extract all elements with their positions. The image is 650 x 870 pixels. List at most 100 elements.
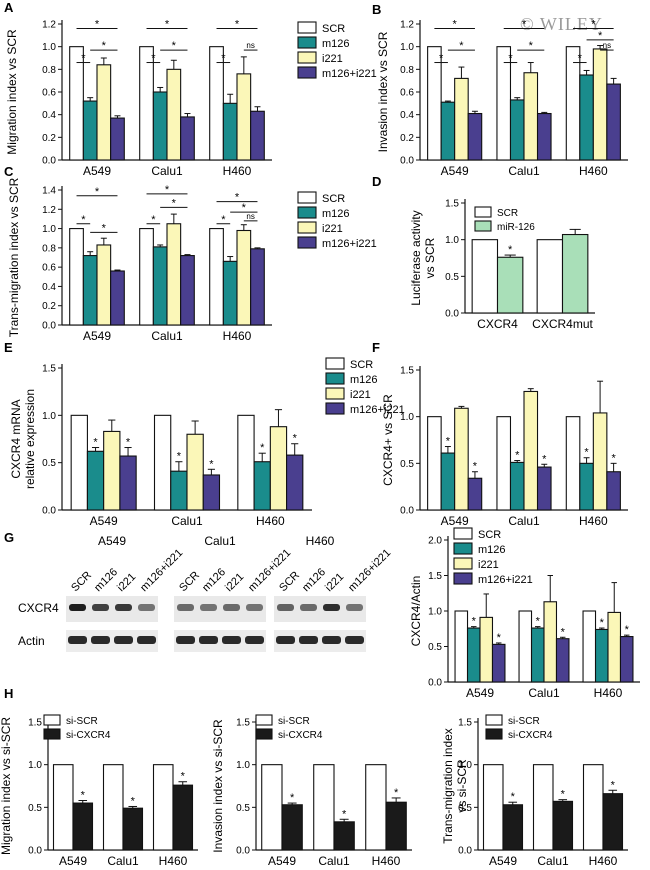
bar-m126-i221-calu1	[180, 116, 195, 161]
cxcr4-band	[300, 604, 317, 611]
bar-m126-a549	[86, 450, 105, 511]
y-tick-label: 0.8	[42, 65, 56, 76]
blot-lane-label: SCR	[177, 569, 202, 594]
y-tick-label: 1.0	[400, 42, 414, 53]
bar-scr-a549	[427, 416, 442, 511]
legend-label-mir-126: miR-126	[497, 222, 535, 233]
category-label-calu1: Calu1	[151, 329, 183, 343]
bar-i221-h460	[236, 73, 252, 161]
actin-membrane	[66, 630, 158, 652]
category-label-h460: H460	[372, 854, 401, 868]
bar-i221-calu1	[186, 433, 204, 511]
cxcr4-band	[223, 604, 240, 611]
category-label-calu1: Calu1	[508, 514, 540, 528]
y-tick-label: 0.6	[42, 263, 56, 274]
y-tick-label: 1.0	[458, 760, 472, 771]
legend-label-m126: m126	[350, 374, 378, 386]
significance-label: *	[81, 214, 86, 226]
significance-star: *	[260, 442, 265, 454]
y-tick-label: 0.0	[428, 678, 442, 689]
bar-scr-cxcr4	[471, 239, 499, 314]
y-tick-label: 0.0	[458, 846, 472, 857]
bar-m126-i221-calu1	[555, 638, 570, 683]
legend-label-m126: m126	[478, 544, 506, 556]
significance-star: *	[473, 461, 478, 473]
chart-g-quant: 0.0 0.5 1.0 1.5 2.0 CXCR4/Actin A549 Calu1 H460 *…	[409, 527, 640, 700]
bar-m126-calu1	[170, 470, 188, 511]
category-label-h460: H460	[223, 329, 252, 343]
legend-label-scr: SCR	[350, 359, 373, 371]
significance-star: *	[93, 437, 98, 449]
cxcr4-band	[346, 604, 363, 611]
legend-swatch-si-cxcr4	[43, 728, 61, 740]
bar-scr-h460	[565, 416, 581, 511]
bar-i221-a549	[454, 407, 469, 511]
bar-m126-i221-a549	[467, 477, 483, 511]
significance-star: *	[625, 624, 630, 636]
blot-lane-label: SCR	[277, 569, 302, 594]
significance-label: *	[102, 222, 107, 234]
cxcr4-band	[115, 604, 132, 611]
bar-m126-i221-a549	[491, 643, 506, 683]
bar-si-cxcr4-calu1	[122, 807, 144, 851]
significance-label: ns	[246, 41, 254, 50]
panel-label-h: H	[4, 686, 13, 701]
category-label-a549: A549	[441, 164, 469, 178]
bar-i221-h460	[592, 412, 608, 511]
legend-label-m126-i221: m126+i221	[350, 404, 405, 416]
significance-star: *	[611, 452, 616, 464]
y-tick-label: 1.5	[445, 199, 459, 210]
bar-si-cxcr4-h460	[385, 801, 407, 851]
y-tick-label: 0.0	[42, 321, 56, 332]
y-tick-label: 1.0	[42, 42, 56, 53]
legend-swatch-si-cxcr4	[255, 728, 273, 740]
y-axis-title: Luciferase activity	[409, 210, 423, 305]
cxcr4-band	[277, 604, 294, 611]
actin-membrane	[174, 630, 266, 652]
bar-m126-i221-h460	[619, 636, 634, 683]
significance-label: *	[242, 202, 247, 214]
significance-label: *	[165, 19, 170, 31]
legend-swatch-i221	[325, 387, 345, 400]
y-tick-label: 1.0	[28, 760, 42, 771]
legend-swatch-i221	[453, 557, 473, 570]
category-label-a549: A549	[466, 686, 494, 700]
y-tick-label: 0.0	[445, 309, 459, 320]
bar-m126-i221-h460	[606, 471, 621, 511]
significance-star: *	[611, 779, 616, 791]
y-tick-label: 0.4	[42, 110, 56, 121]
bar-i221-calu1	[523, 72, 539, 161]
bar-si-scr-h460	[582, 764, 604, 851]
category-label-calu1: Calu1	[508, 164, 540, 178]
bar-si-cxcr4-a549	[72, 802, 94, 851]
bar-si-cxcr4-calu1	[333, 821, 355, 851]
category-label-h460: H460	[256, 514, 285, 528]
y-tick-label: 0.5	[400, 459, 414, 470]
cxcr4-band	[200, 604, 217, 611]
legend-swatch-m126	[297, 206, 317, 219]
y-axis-title: Trans-migration index vs SCR	[7, 177, 21, 337]
bar-mir-126-cxcr4	[496, 256, 524, 314]
legend-swatch-scr	[325, 357, 345, 370]
legend-swatch-scr	[453, 527, 473, 540]
bar-m126-i221-calu1	[202, 474, 221, 511]
significance-star: *	[446, 436, 451, 448]
significance-label: *	[221, 214, 226, 226]
significance-star: *	[600, 617, 605, 629]
actin-band	[276, 636, 295, 644]
category-label-h460: H460	[159, 854, 188, 868]
y-axis-title: CXCR4/Actin	[409, 576, 423, 647]
actin-band	[68, 636, 87, 644]
y-tick-label: 1.5	[428, 571, 442, 582]
actin-band	[199, 636, 218, 644]
y-tick-label: 0.4	[400, 110, 414, 121]
bar-m126-i221-h460	[250, 110, 265, 161]
category-label-h460: H460	[223, 164, 252, 178]
legend-label-scr: SCR	[497, 208, 518, 219]
y-axis-title: CXCR4 mRNA	[9, 399, 23, 478]
category-label-h460: H460	[589, 854, 618, 868]
y-tick-label: 0.8	[42, 243, 56, 254]
y-axis-title: vs SCR	[423, 237, 437, 278]
panel-label-a: A	[4, 0, 14, 15]
